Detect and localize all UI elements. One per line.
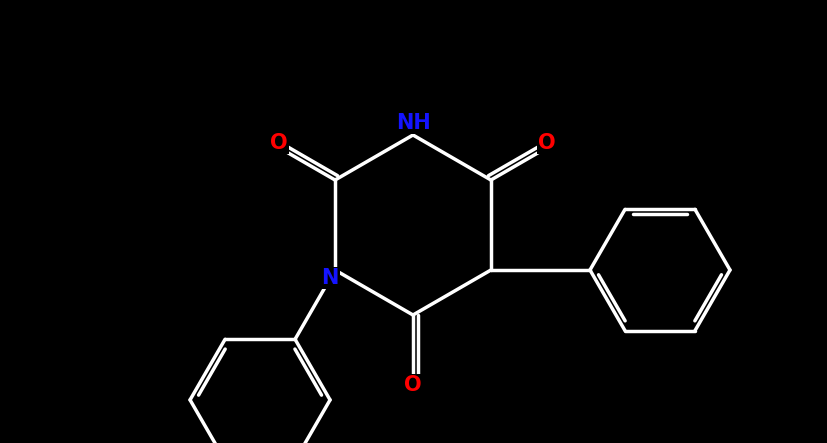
Text: O: O bbox=[270, 132, 288, 152]
Text: O: O bbox=[404, 375, 422, 395]
Text: N: N bbox=[322, 268, 339, 288]
Text: NH: NH bbox=[395, 113, 430, 133]
Text: O: O bbox=[538, 132, 556, 152]
